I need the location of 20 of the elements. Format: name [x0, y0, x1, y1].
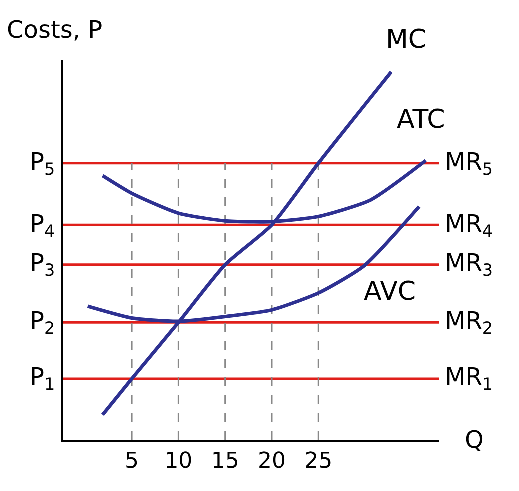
ref-line-label: MR$_{2}$ [445, 307, 494, 338]
text: P$_{3}$ [30, 249, 56, 280]
series-label: AVC [364, 277, 416, 307]
x-axis-title: Q [465, 426, 484, 454]
text: P$_{2}$ [30, 307, 56, 338]
x-tick-label: 25 [304, 449, 333, 474]
series-label: ATC [397, 105, 446, 135]
x-tick-label: 5 [125, 449, 140, 474]
ref-line-label: MR$_{5}$ [445, 148, 494, 180]
x-tick-label: 10 [164, 449, 193, 474]
series-label: MC [386, 25, 427, 55]
ref-line-label: MR$_{4}$ [445, 210, 494, 242]
text: P$_{5}$ [30, 148, 56, 180]
ref-line-label: MR$_{1}$ [445, 363, 494, 394]
text: P$_{4}$ [30, 210, 56, 242]
ref-line-label: MR$_{3}$ [445, 249, 494, 280]
x-tick-label: 20 [258, 449, 286, 474]
x-tick-label: 15 [211, 449, 240, 474]
y-axis-title: Costs, P [7, 16, 103, 44]
text: P$_{1}$ [30, 363, 56, 394]
